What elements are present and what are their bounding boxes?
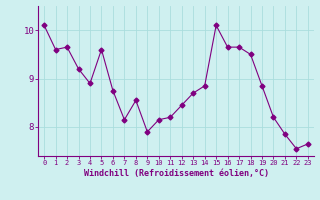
X-axis label: Windchill (Refroidissement éolien,°C): Windchill (Refroidissement éolien,°C) [84,169,268,178]
